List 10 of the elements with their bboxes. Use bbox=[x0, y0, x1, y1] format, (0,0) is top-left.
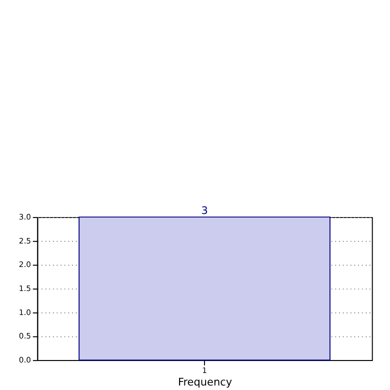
y-tick-label: 2.5 bbox=[18, 236, 32, 246]
y-tick-label: 0.5 bbox=[18, 332, 32, 341]
y-tick-label: 0.0 bbox=[18, 355, 32, 364]
y-tick-label: 3.0 bbox=[18, 212, 32, 222]
x-axis-title: Frequency bbox=[178, 376, 232, 388]
x-tick-label: 1 bbox=[202, 366, 208, 375]
y-tick-label: 2.0 bbox=[18, 260, 32, 270]
y-tick-label: 1.5 bbox=[18, 284, 32, 293]
data-label: 3 bbox=[201, 205, 208, 218]
y-tick-label: 1.0 bbox=[18, 308, 32, 317]
